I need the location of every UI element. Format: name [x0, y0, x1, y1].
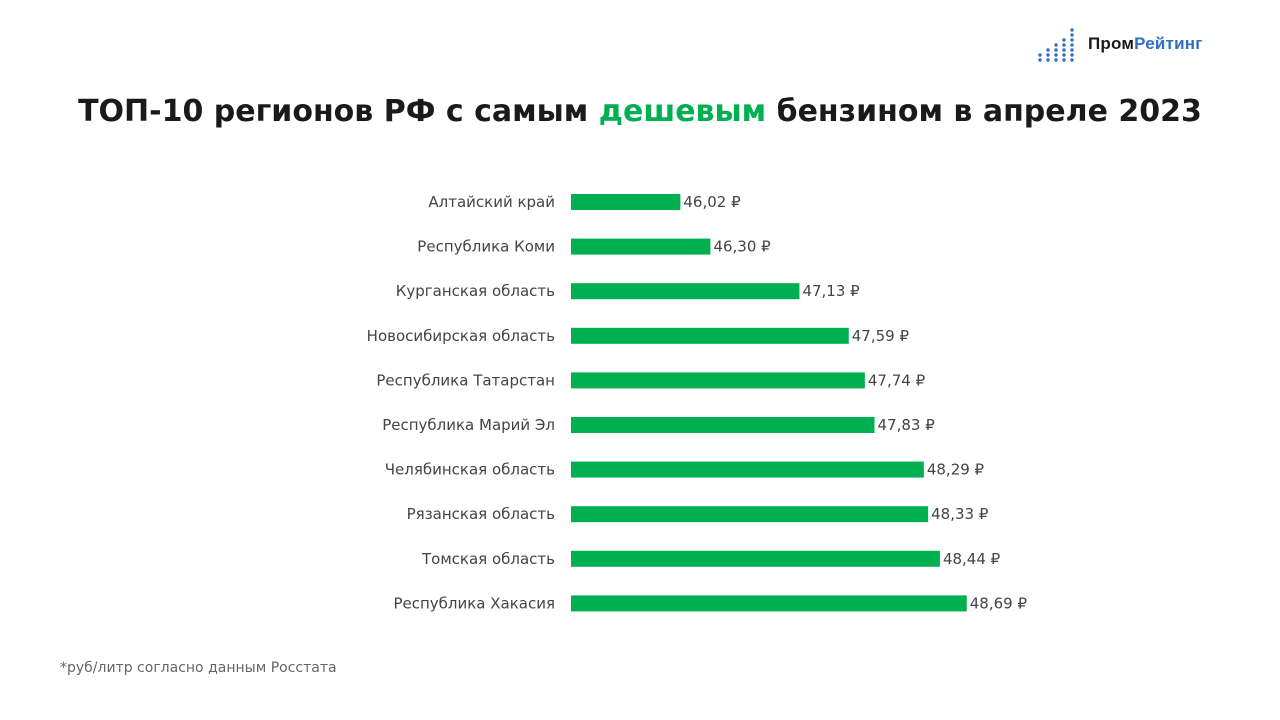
logo-dot [1070, 43, 1074, 47]
bar-chart: Алтайский край 46,02 ₽ Республика Коми 46,3… [367, 193, 1028, 612]
value-label: 47,13 ₽ [802, 282, 860, 300]
category-label: Рязанская область [407, 505, 555, 523]
value-label: 47,74 ₽ [868, 371, 926, 389]
logo-dot [1070, 28, 1074, 32]
bar [571, 595, 967, 612]
logo-dot [1046, 53, 1050, 57]
bar [571, 327, 849, 344]
logo-dot [1038, 58, 1042, 62]
logo-dot [1054, 53, 1058, 57]
category-label: Республика Хакасия [393, 594, 555, 612]
logo-dot [1062, 58, 1066, 62]
logo-dot [1054, 43, 1058, 47]
category-label: Республика Татарстан [376, 371, 555, 389]
logo-dot [1070, 53, 1074, 57]
bar [571, 238, 711, 255]
category-label: Алтайский край [428, 193, 555, 211]
logo-dot [1070, 38, 1074, 42]
footnote: *руб/литр согласно данным Росстата [60, 660, 337, 676]
category-label: Челябинская область [385, 461, 555, 479]
title-highlight: дешевым [598, 94, 767, 129]
bar [571, 283, 800, 300]
bar [571, 372, 865, 389]
bar [571, 194, 681, 210]
value-label: 48,69 ₽ [970, 594, 1028, 612]
logo-dot [1062, 48, 1066, 52]
value-label: 48,29 ₽ [927, 461, 985, 479]
title-part-after: бензином в апреле 2023 [766, 94, 1202, 129]
logo-dot [1054, 58, 1058, 62]
bar [571, 506, 929, 523]
category-label: Томская область [421, 550, 555, 568]
logo-dot [1070, 33, 1074, 37]
bar [571, 550, 940, 567]
logo-dot [1070, 58, 1074, 62]
value-label: 48,33 ₽ [931, 505, 989, 523]
bar [571, 461, 924, 478]
logo-text-part2: Рейтинг [1134, 34, 1203, 53]
category-label: Республика Коми [417, 238, 555, 256]
value-label: 46,30 ₽ [713, 238, 771, 256]
logo-dot [1046, 58, 1050, 62]
category-label: Республика Марий Эл [382, 416, 555, 434]
logo-dot [1046, 48, 1050, 52]
bar-dots-logo-icon [1038, 28, 1074, 62]
bar [571, 417, 875, 433]
logo-text: ПромРейтинг [1088, 34, 1203, 54]
logo-dot [1062, 38, 1066, 42]
value-label: 46,02 ₽ [683, 193, 741, 211]
logo: ПромРейтинг [1036, 26, 1203, 62]
logo-text-part1: Пром [1088, 34, 1135, 53]
logo-dot [1070, 48, 1074, 52]
title-part-before: ТОП-10 регионов РФ с самым [78, 94, 599, 129]
category-label: Новосибирская область [367, 327, 555, 345]
logo-dot [1062, 43, 1066, 47]
logo-dot [1054, 48, 1058, 52]
logo-dot [1062, 53, 1066, 57]
logo-dot [1038, 53, 1042, 57]
value-label: 47,59 ₽ [852, 327, 910, 345]
chart-title: ТОП-10 регионов РФ с самым дешевым бензи… [0, 94, 1280, 129]
value-label: 47,83 ₽ [878, 416, 936, 434]
value-label: 48,44 ₽ [943, 550, 1001, 568]
category-label: Курганская область [396, 282, 555, 300]
